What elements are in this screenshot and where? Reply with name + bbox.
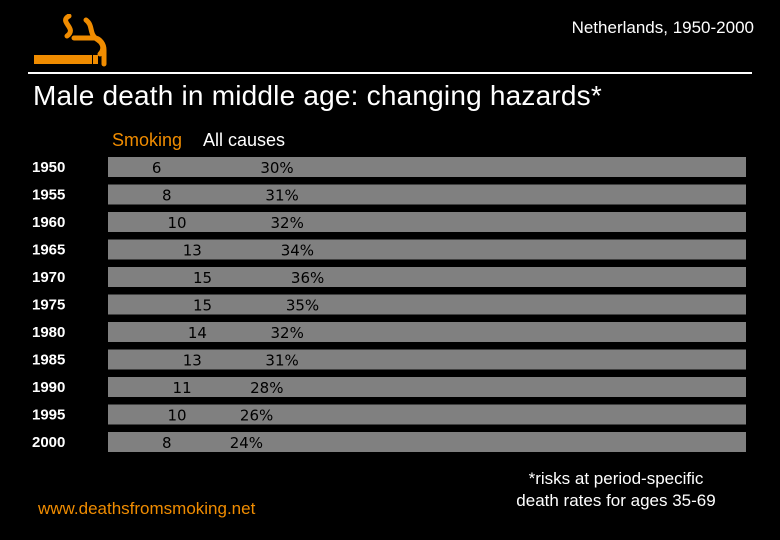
region-label: Netherlands, 1950-2000: [571, 18, 754, 37]
smoking-value-label: 10: [167, 407, 186, 425]
year-label: 1990: [32, 379, 65, 396]
year-label: 2000: [32, 434, 65, 451]
all-causes-value-label: 31%: [265, 352, 298, 370]
bar-all-causes: [108, 212, 746, 232]
year-label: 1975: [32, 297, 65, 314]
year-label: 1950: [32, 159, 65, 176]
footnote-line-2: death rates for ages 35-69: [516, 491, 716, 510]
bar-all-causes: [108, 267, 746, 287]
all-causes-value-label: 36%: [291, 269, 324, 287]
smoking-value-label: 6: [152, 159, 162, 177]
cigarette-smoke-icon: [34, 14, 107, 67]
title-divider: [28, 72, 752, 74]
all-causes-value-label: 32%: [271, 214, 304, 232]
source-url[interactable]: www.deathsfromsmoking.net: [38, 499, 256, 518]
footnote: *risks at period-specific death rates fo…: [486, 468, 746, 512]
smoking-value-label: 10: [167, 214, 186, 232]
year-label: 1985: [32, 352, 65, 369]
bar-all-causes: [108, 294, 746, 315]
year-label: 1960: [32, 214, 65, 231]
all-causes-value-label: 30%: [260, 159, 293, 177]
bar-all-causes: [108, 322, 746, 342]
smoking-value-label: 11: [173, 379, 192, 397]
legend-all-causes: All causes: [203, 130, 286, 150]
legend-smoking: Smoking: [112, 130, 183, 150]
smoking-value-label: 13: [183, 352, 202, 370]
all-causes-value-label: 35%: [286, 297, 319, 315]
smoking-value-label: 8: [162, 434, 172, 452]
year-label: 1965: [32, 242, 65, 259]
year-label: 1955: [32, 187, 65, 204]
chart-title: Male death in middle age: changing hazar…: [33, 80, 602, 111]
smoking-value-label: 14: [188, 324, 207, 342]
all-causes-value-label: 24%: [230, 434, 263, 452]
bar-all-causes: [108, 239, 746, 260]
smoking-value-label: 8: [162, 187, 172, 205]
all-causes-value-label: 31%: [265, 187, 298, 205]
all-causes-value-label: 32%: [271, 324, 304, 342]
bar-all-causes: [108, 349, 746, 370]
year-label: 1970: [32, 269, 65, 286]
smoking-value-label: 13: [183, 242, 202, 260]
all-causes-value-label: 26%: [240, 407, 273, 425]
bar-all-causes: [108, 157, 746, 177]
bar-all-causes: [108, 404, 746, 425]
all-causes-value-label: 28%: [250, 379, 283, 397]
bar-all-causes: [108, 377, 746, 397]
year-label: 1980: [32, 324, 65, 341]
all-causes-value-label: 34%: [281, 242, 314, 260]
year-label: 1995: [32, 407, 65, 424]
bar-all-causes: [108, 432, 746, 452]
smoking-value-label: 15: [193, 297, 212, 315]
bar-all-causes: [108, 184, 746, 205]
smoking-value-label: 15: [193, 269, 212, 287]
footnote-line-1: *risks at period-specific: [528, 469, 704, 488]
